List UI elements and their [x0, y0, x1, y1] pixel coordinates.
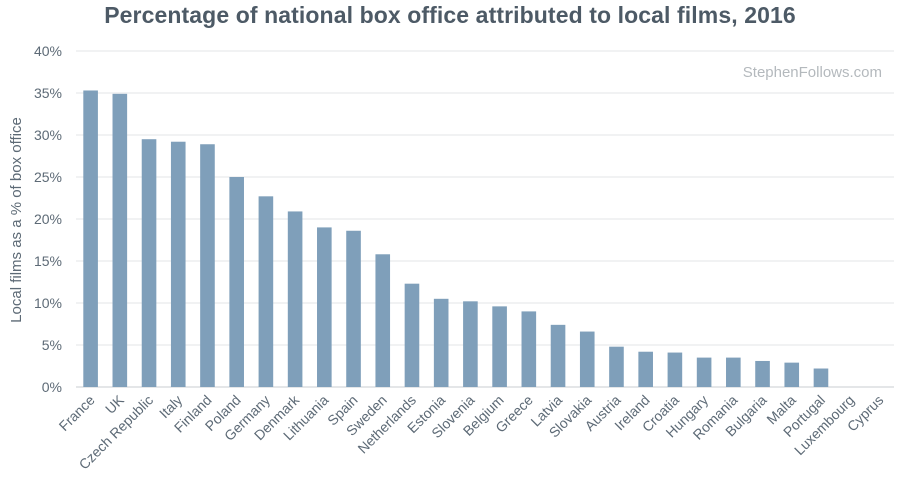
bar — [112, 93, 128, 387]
bar — [609, 346, 624, 387]
bar — [579, 331, 595, 387]
bar — [726, 357, 741, 387]
bar — [550, 324, 566, 387]
x-tick-label: France — [56, 392, 98, 434]
bar — [755, 360, 770, 387]
y-axis-ticks: 0% 5% 10% 15% 20% 25% 30% 35% 40% — [34, 43, 62, 395]
bar — [229, 177, 244, 387]
y-tick-label: 5% — [42, 337, 62, 353]
y-tick-label: 25% — [34, 169, 62, 185]
bar — [667, 352, 683, 387]
bar — [287, 211, 303, 387]
bar — [200, 144, 215, 387]
bar — [696, 357, 712, 387]
y-tick-label: 30% — [34, 127, 62, 143]
bar — [375, 254, 391, 387]
y-tick-label: 35% — [34, 85, 62, 101]
watermark: StephenFollows.com — [742, 64, 882, 81]
bar — [433, 298, 449, 387]
y-tick-label: 10% — [34, 295, 62, 311]
bar — [141, 139, 157, 387]
bar — [346, 230, 361, 387]
bar — [638, 351, 653, 387]
y-axis-label: Local films as a % of box office — [8, 117, 25, 323]
bar — [170, 141, 186, 387]
bar — [521, 311, 537, 387]
bar — [463, 301, 478, 387]
bar — [83, 90, 98, 387]
chart-title: Percentage of national box office attrib… — [104, 2, 796, 28]
y-tick-label: 20% — [34, 211, 62, 227]
bar — [317, 227, 332, 387]
gridlines — [76, 50, 894, 388]
y-tick-label: 15% — [34, 253, 62, 269]
bar — [258, 196, 274, 387]
bar — [404, 283, 420, 387]
bar — [784, 362, 800, 387]
bar — [813, 368, 829, 387]
y-tick-label: 40% — [34, 43, 62, 59]
y-tick-label: 0% — [42, 379, 62, 395]
bars — [83, 90, 829, 387]
bar — [492, 306, 507, 387]
